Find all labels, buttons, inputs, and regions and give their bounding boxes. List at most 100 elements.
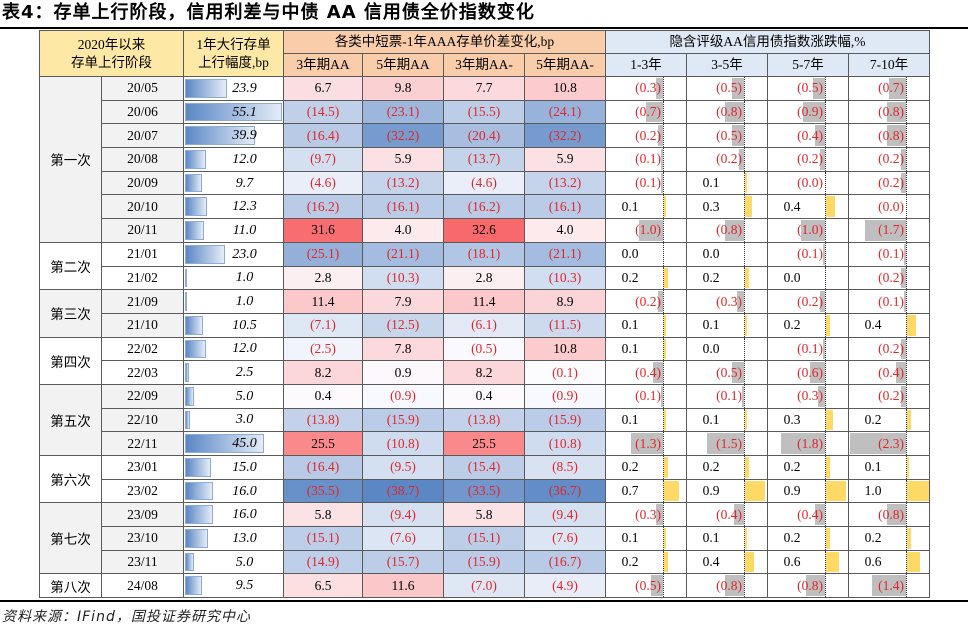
cd-rise-value: 23.9 — [232, 80, 257, 96]
index-value: 0.2 — [702, 459, 720, 475]
cd-rise-cell: 9.5 — [183, 573, 284, 599]
data-bar-axis — [663, 219, 664, 242]
positive-data-bar — [745, 267, 750, 289]
spread-cell: (16.1) — [524, 194, 606, 220]
index-cell: (0.7) — [605, 99, 687, 125]
data-bar-axis — [663, 290, 664, 313]
index-cell: (0.1) — [686, 383, 768, 409]
data-bar-axis — [663, 101, 664, 123]
spread-cell: (10.8) — [524, 431, 606, 456]
spread-cell: 2.8 — [443, 265, 525, 291]
month-cell: 20/09 — [101, 170, 184, 196]
index-value: 0.2 — [621, 554, 639, 570]
negative-data-bar — [650, 575, 663, 597]
cd-rise-value: 45.0 — [232, 436, 257, 452]
spread-cell: (15.5) — [443, 99, 525, 125]
index-value: (0.8) — [878, 506, 904, 522]
index-value: (0.3) — [716, 293, 742, 309]
negative-data-bar — [655, 78, 663, 99]
spread-cell: 10.8 — [524, 76, 606, 101]
data-bar-axis — [663, 409, 664, 431]
data-bar-axis — [663, 480, 664, 502]
negative-data-bar — [901, 149, 906, 170]
data-bar-axis — [744, 266, 745, 289]
negative-data-bar — [822, 338, 825, 360]
data-bar-axis — [825, 266, 826, 289]
data-table: 2020年以来 存单上行阶段 1年大行存单 上行幅度,bp 各类中短票-1年AA… — [39, 30, 930, 599]
cd-rise-value: 16.0 — [232, 507, 257, 523]
month-cell: 22/09 — [101, 383, 184, 409]
spread-cell: (23.1) — [362, 99, 444, 125]
index-value: 0.2 — [621, 269, 639, 285]
header-stage-line2: 存单上行阶段 — [71, 54, 152, 70]
spread-cell: (16.2) — [443, 194, 525, 220]
index-value: (0.2) — [878, 269, 904, 285]
table-row: 20/08 12.0 (9.7) 5.9 (13.7) 5.9 (0.1) (0.2) (0.2… — [40, 147, 930, 172]
cd-rise-cell: 12.3 — [183, 194, 284, 220]
month-cell: 23/09 — [101, 502, 184, 528]
index-value: (0.3) — [635, 506, 661, 522]
index-value: 0.2 — [783, 459, 801, 475]
positive-data-bar — [664, 528, 667, 549]
cd-rise-bar — [185, 363, 190, 382]
cd-rise-value: 2.5 — [235, 365, 254, 381]
bottom-rule — [0, 600, 968, 602]
index-cell: 0.1 — [686, 170, 768, 196]
stage-label: 第一次 — [39, 76, 102, 243]
table-row: 23/11 5.0 (14.9) (15.7) (15.9) (16.7) 0.2 0.4 0.… — [40, 549, 930, 575]
index-value: (0.2) — [797, 293, 823, 309]
header-stage-line1: 2020年以来 — [77, 36, 146, 52]
spread-cell: (7.6) — [524, 526, 606, 551]
index-value: (0.2) — [878, 175, 904, 191]
index-value: (0.8) — [716, 222, 742, 238]
negative-data-bar — [653, 362, 663, 383]
data-bar-axis — [825, 361, 826, 384]
spread-cell: (4.6) — [283, 170, 363, 196]
index-value: (0.1) — [878, 293, 904, 309]
index-value: 0.0 — [783, 269, 801, 285]
cd-rise-bar — [185, 150, 207, 169]
data-bar-axis — [744, 503, 745, 526]
cd-rise-bar — [185, 505, 214, 525]
index-cell: 0.6 — [848, 549, 930, 575]
index-cell: 0.2 — [767, 526, 849, 551]
index-value: (0.1) — [797, 340, 823, 356]
negative-data-bar — [871, 575, 906, 597]
spread-cell: (7.1) — [283, 312, 363, 338]
cd-rise-cell: 1.0 — [183, 265, 284, 291]
table-row: 20/10 12.3 (16.2) (16.1) (16.2) (16.1) 0.1 0.3 0… — [40, 194, 930, 220]
cd-rise-bar — [185, 79, 228, 98]
index-cell: 0.0 — [767, 265, 849, 291]
index-cell: 0.1 — [605, 336, 687, 362]
spread-cell: (6.1) — [443, 312, 525, 338]
positive-data-bar — [745, 196, 752, 218]
month-cell: 20/11 — [101, 218, 184, 243]
negative-data-bar — [805, 575, 825, 597]
index-cell: (0.2) — [848, 265, 930, 291]
index-cell: (0.5) — [767, 76, 849, 101]
cd-rise-value: 9.7 — [235, 175, 254, 191]
data-bar-axis — [825, 101, 826, 123]
spread-cell: (32.2) — [362, 123, 444, 149]
data-bar-axis — [825, 338, 826, 360]
index-value: 0.1 — [621, 340, 639, 356]
data-bar-axis — [744, 243, 745, 266]
cd-rise-value: 10.5 — [232, 317, 257, 333]
spread-cell: (0.1) — [524, 360, 606, 385]
index-value: 0.1 — [621, 411, 639, 427]
spread-cell: 5.9 — [362, 147, 444, 172]
data-bar-axis — [744, 77, 745, 100]
data-bar-axis — [906, 480, 907, 502]
index-value: 0.1 — [621, 530, 639, 546]
data-bar-axis — [663, 314, 664, 337]
spread-cell: (13.8) — [443, 407, 525, 433]
index-cell: 0.1 — [848, 455, 930, 480]
negative-data-bar — [817, 385, 825, 407]
negative-data-bar — [815, 504, 825, 526]
positive-data-bar — [907, 551, 921, 573]
data-bar-axis — [744, 551, 745, 573]
index-cell: 0.1 — [686, 407, 768, 433]
negative-data-bar — [734, 504, 744, 526]
index-cell: (1.7) — [848, 218, 930, 243]
index-cell: (1.4) — [848, 573, 930, 599]
